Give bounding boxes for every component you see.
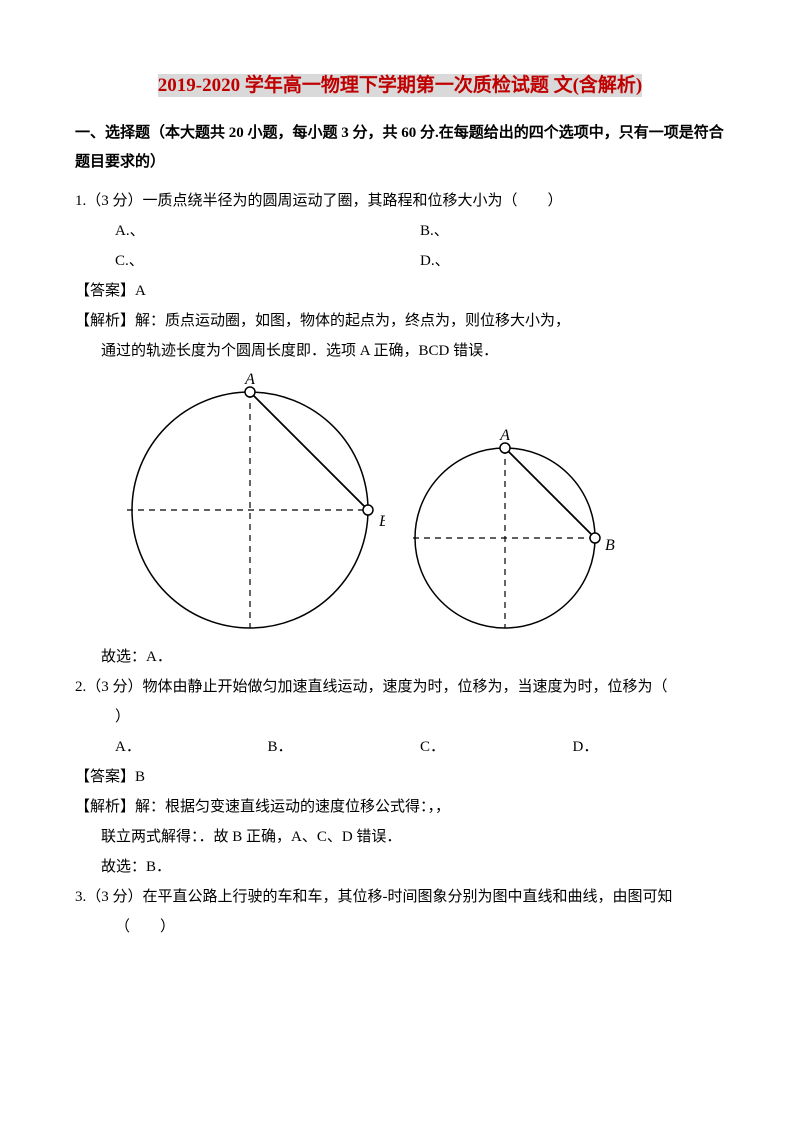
circle-diagram-1: A B	[115, 370, 385, 638]
q1-optA: A.、	[115, 216, 420, 246]
q1-figure: A B A B	[115, 370, 725, 638]
q2-expl-l2: 联立两式解得：．故 B 正确，A、C、D 错误．	[75, 822, 725, 852]
q1-options-row1: A.、 B.、	[75, 216, 725, 246]
labelA-1: A	[244, 371, 255, 388]
doc-title: 2019-2020 学年高一物理下学期第一次质检试题 文(含解析)	[75, 70, 725, 97]
labelB-2: B	[605, 537, 615, 554]
circle-diagram-2: A B	[405, 428, 615, 638]
q3-stem-end: （ ）	[75, 912, 725, 942]
q1-expl-end: 故选：A．	[75, 642, 725, 672]
q2-optD: D．	[573, 732, 726, 762]
q2-stem-end: ）	[75, 702, 725, 732]
q2-expl-l1: 【解析】解：根据匀变速直线运动的速度位移公式得：，，	[75, 792, 725, 822]
q2-options: A． B． C． D．	[75, 732, 725, 762]
q2-optA: A．	[115, 732, 268, 762]
q2-answer: 【答案】B	[75, 762, 725, 792]
q1-optC: C.、	[115, 246, 420, 276]
q1-expl-l1: 【解析】解：质点运动圈，如图，物体的起点为，终点为，则位移大小为，	[75, 306, 725, 336]
q1-optD: D.、	[420, 246, 725, 276]
q1-answer: 【答案】A	[75, 276, 725, 306]
q1-expl-l2: 通过的轨迹长度为个圆周长度即．选项 A 正确，BCD 错误．	[75, 336, 725, 366]
q2-optC: C．	[420, 732, 573, 762]
labelB-1: B	[379, 513, 385, 530]
q3-stem: 3.（3 分）在平直公路上行驶的车和车，其位移-时间图象分别为图中直线和曲线，由…	[75, 882, 725, 912]
q1-optB: B.、	[420, 216, 725, 246]
q2-stem: 2.（3 分）物体由静止开始做匀加速直线运动，速度为时，位移为，当速度为时，位移…	[75, 672, 725, 702]
q2-expl-end: 故选：B．	[75, 852, 725, 882]
doc-title-text: 2019-2020 学年高一物理下学期第一次质检试题 文(含解析)	[158, 74, 642, 97]
page: 2019-2020 学年高一物理下学期第一次质检试题 文(含解析) 一、选择题（…	[0, 0, 800, 982]
q2-optB: B．	[268, 732, 421, 762]
q1-options-row2: C.、 D.、	[75, 246, 725, 276]
labelA-2: A	[499, 428, 510, 444]
q1-stem: 1.（3 分）一质点绕半径为的圆周运动了圈，其路程和位移大小为（ ）	[75, 186, 725, 216]
section-header: 一、选择题（本大题共 20 小题，每小题 3 分，共 60 分.在每题给出的四个…	[75, 119, 725, 176]
